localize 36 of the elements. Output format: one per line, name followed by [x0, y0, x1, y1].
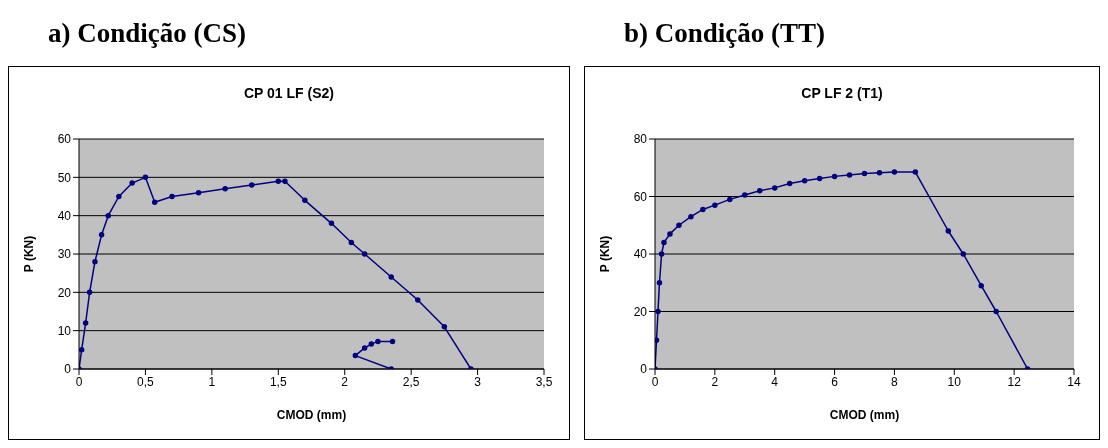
x-tick-label: 0 — [651, 374, 659, 389]
chart-title: a) Condição (CS) — [47, 17, 247, 50]
x-tick-label: 2 — [711, 374, 719, 389]
x-tick-label: 0,5 — [137, 374, 155, 389]
chart-subtitle: CP LF 2 (T1) — [800, 85, 884, 103]
x-tick-label: 3,5 — [535, 374, 553, 389]
x-axis-title: CMOD (mm) — [829, 408, 900, 422]
x-tick-label: 4 — [771, 374, 779, 389]
x-tick-label: 2,5 — [402, 374, 420, 389]
x-tick-label: 1 — [208, 374, 216, 389]
chart-title: b) Condição (TT) — [623, 17, 827, 50]
x-tick-label: 3 — [474, 374, 482, 389]
y-tick-label: 20 — [633, 304, 648, 319]
y-tick-label: 60 — [633, 189, 648, 204]
y-axis-title: P (KN) — [598, 235, 613, 273]
y-tick-label: 0 — [640, 362, 648, 377]
y-tick-label: 40 — [633, 247, 648, 262]
y-tick-label: 10 — [57, 323, 72, 338]
x-tick-label: 6 — [831, 374, 839, 389]
x-tick-label: 0 — [75, 374, 83, 389]
y-axis-title: P (KN) — [22, 235, 37, 273]
y-tick-label: 20 — [57, 285, 72, 300]
x-tick-label: 2 — [341, 374, 349, 389]
y-tick-label: 30 — [57, 247, 72, 262]
y-tick-label: 50 — [57, 170, 72, 185]
chart-subtitle: CP 01 LF (S2) — [243, 85, 335, 103]
y-tick-label: 60 — [57, 132, 72, 147]
x-tick-label: 12 — [1007, 374, 1022, 389]
y-tick-label: 0 — [64, 362, 72, 377]
x-tick-label: 1,5 — [269, 374, 287, 389]
y-tick-label: 80 — [633, 132, 648, 147]
x-tick-label: 14 — [1067, 374, 1081, 389]
x-tick-label: 8 — [891, 374, 899, 389]
x-tick-label: 10 — [947, 374, 962, 389]
x-axis-title: CMOD (mm) — [276, 408, 347, 422]
y-tick-label: 40 — [57, 208, 72, 223]
